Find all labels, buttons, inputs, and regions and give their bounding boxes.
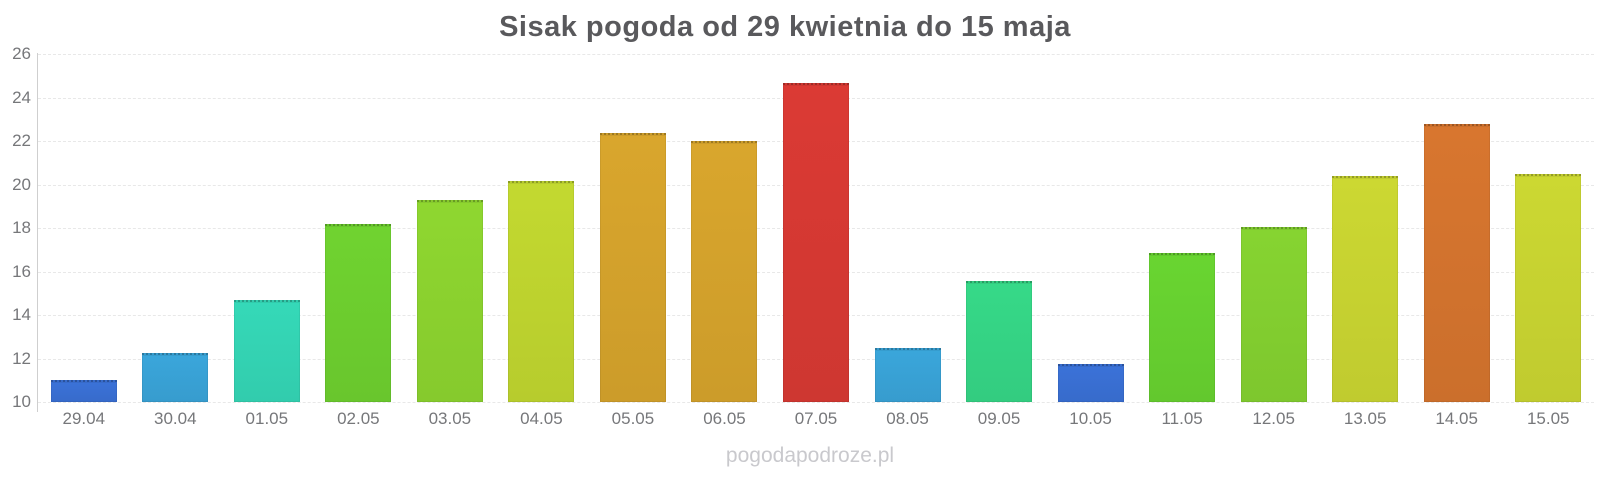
x-tick-label: 29.04 — [62, 409, 106, 428]
x-tick-label: 30.04 — [154, 409, 197, 428]
x-tick-label: 10.05 — [1069, 409, 1112, 428]
x-tick-label: 02.05 — [337, 409, 380, 428]
y-axis-line — [37, 53, 38, 412]
bar[interactable] — [508, 181, 575, 402]
bar[interactable] — [233, 299, 300, 402]
y-tick-label: 18 — [12, 218, 31, 237]
bar[interactable] — [1240, 226, 1307, 402]
x-tick-label: 14.05 — [1435, 409, 1478, 428]
x-tick-label: 06.05 — [703, 409, 746, 428]
bar[interactable] — [142, 353, 209, 402]
x-tick-label: 15.05 — [1526, 409, 1570, 428]
bar[interactable] — [783, 83, 849, 402]
plot-area — [38, 54, 1594, 403]
bar[interactable] — [966, 281, 1033, 402]
y-tick-label: 26 — [12, 44, 31, 63]
x-tick-label: 11.05 — [1161, 409, 1203, 428]
bar[interactable] — [1423, 123, 1490, 402]
x-tick-label: 12.05 — [1252, 409, 1295, 428]
bar[interactable] — [416, 199, 483, 402]
x-tick-label: 13.05 — [1343, 409, 1387, 428]
y-tick-label: 14 — [12, 305, 31, 324]
y-tick-label: 22 — [12, 131, 31, 150]
bar[interactable] — [325, 223, 392, 402]
gridline — [38, 54, 1594, 55]
bar[interactable] — [599, 133, 666, 402]
y-tick-label: 12 — [12, 348, 31, 368]
bar[interactable] — [1515, 173, 1582, 402]
chart-title: Sisak pogoda od 29 kwietnia do 15 maja — [499, 11, 1071, 43]
x-tick-label: 08.05 — [886, 409, 929, 428]
bar[interactable] — [691, 141, 758, 402]
y-tick-label: 16 — [12, 261, 31, 281]
bar[interactable] — [874, 347, 941, 402]
bar[interactable] — [1057, 363, 1124, 402]
bar[interactable] — [1149, 253, 1216, 402]
y-tick-label: 20 — [12, 174, 31, 194]
bar[interactable] — [1332, 175, 1399, 402]
watermark-text: pogodapodroze.pl — [725, 444, 895, 467]
x-tick-label: 09.05 — [977, 409, 1021, 428]
y-tick-label: 24 — [12, 87, 31, 107]
bar[interactable] — [50, 380, 117, 402]
y-tick-label: 10 — [12, 392, 31, 411]
x-tick-label: 07.05 — [794, 409, 838, 428]
x-tick-label: 04.05 — [520, 409, 563, 428]
gridline — [38, 402, 1594, 403]
x-tick-label: 03.05 — [428, 409, 472, 428]
x-tick-label: 05.05 — [611, 409, 655, 428]
x-tick-label: 01.05 — [245, 409, 289, 428]
